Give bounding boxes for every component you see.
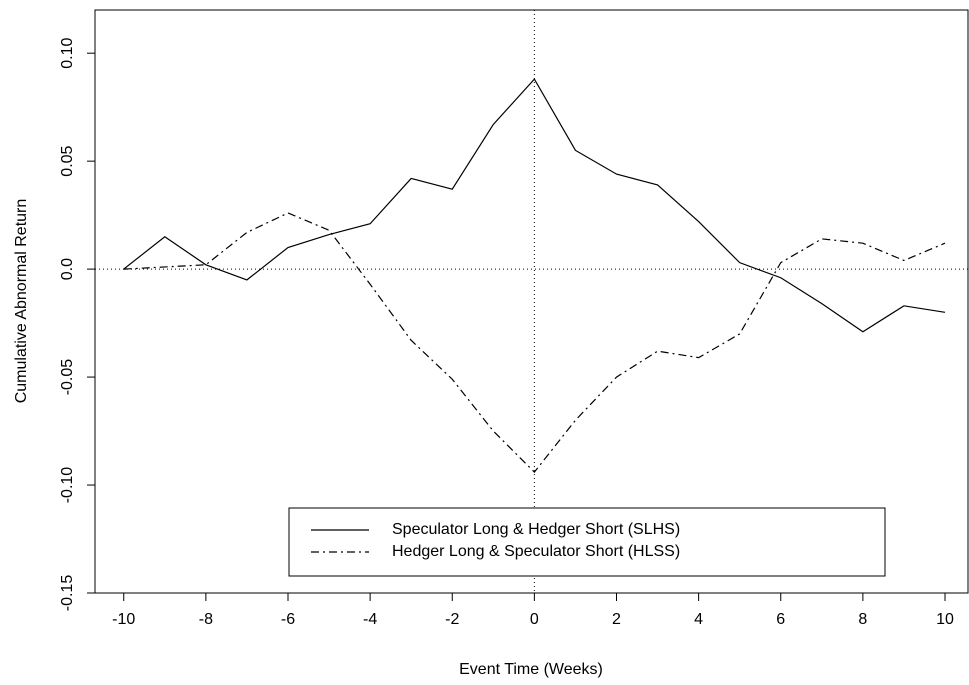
- x-axis-label: Event Time (Weeks): [459, 661, 603, 678]
- series-line: [123, 78, 946, 333]
- x-tick-label: -6: [281, 611, 295, 628]
- legend-label: Speculator Long & Hedger Short (SLHS): [392, 521, 680, 538]
- x-tick-label: -4: [363, 611, 377, 628]
- x-tick-label: 2: [612, 611, 621, 628]
- series-line: [123, 212, 946, 473]
- plot-frame: [94, 9, 969, 594]
- x-tick-label: 6: [776, 611, 785, 628]
- x-tick-label: -8: [199, 611, 213, 628]
- x-tick-label: -2: [445, 611, 459, 628]
- x-tick-label: 8: [858, 611, 867, 628]
- x-tick-label: 4: [694, 611, 703, 628]
- y-tick-label: 0.0: [59, 258, 76, 280]
- x-tick-label: 10: [936, 611, 954, 628]
- y-tick-label: 0.10: [59, 38, 76, 69]
- legend-label: Hedger Long & Speculator Short (HLSS): [392, 543, 680, 560]
- y-tick-label: -0.15: [59, 575, 76, 612]
- x-tick-label: -10: [112, 611, 135, 628]
- x-tick-label: 0: [530, 611, 539, 628]
- y-tick-label: -0.05: [59, 359, 76, 396]
- y-tick-label: -0.10: [59, 467, 76, 504]
- y-axis-label: Cumulative Abnormal Return: [13, 199, 30, 404]
- legend-box: [288, 507, 886, 577]
- y-tick-label: 0.05: [59, 145, 76, 176]
